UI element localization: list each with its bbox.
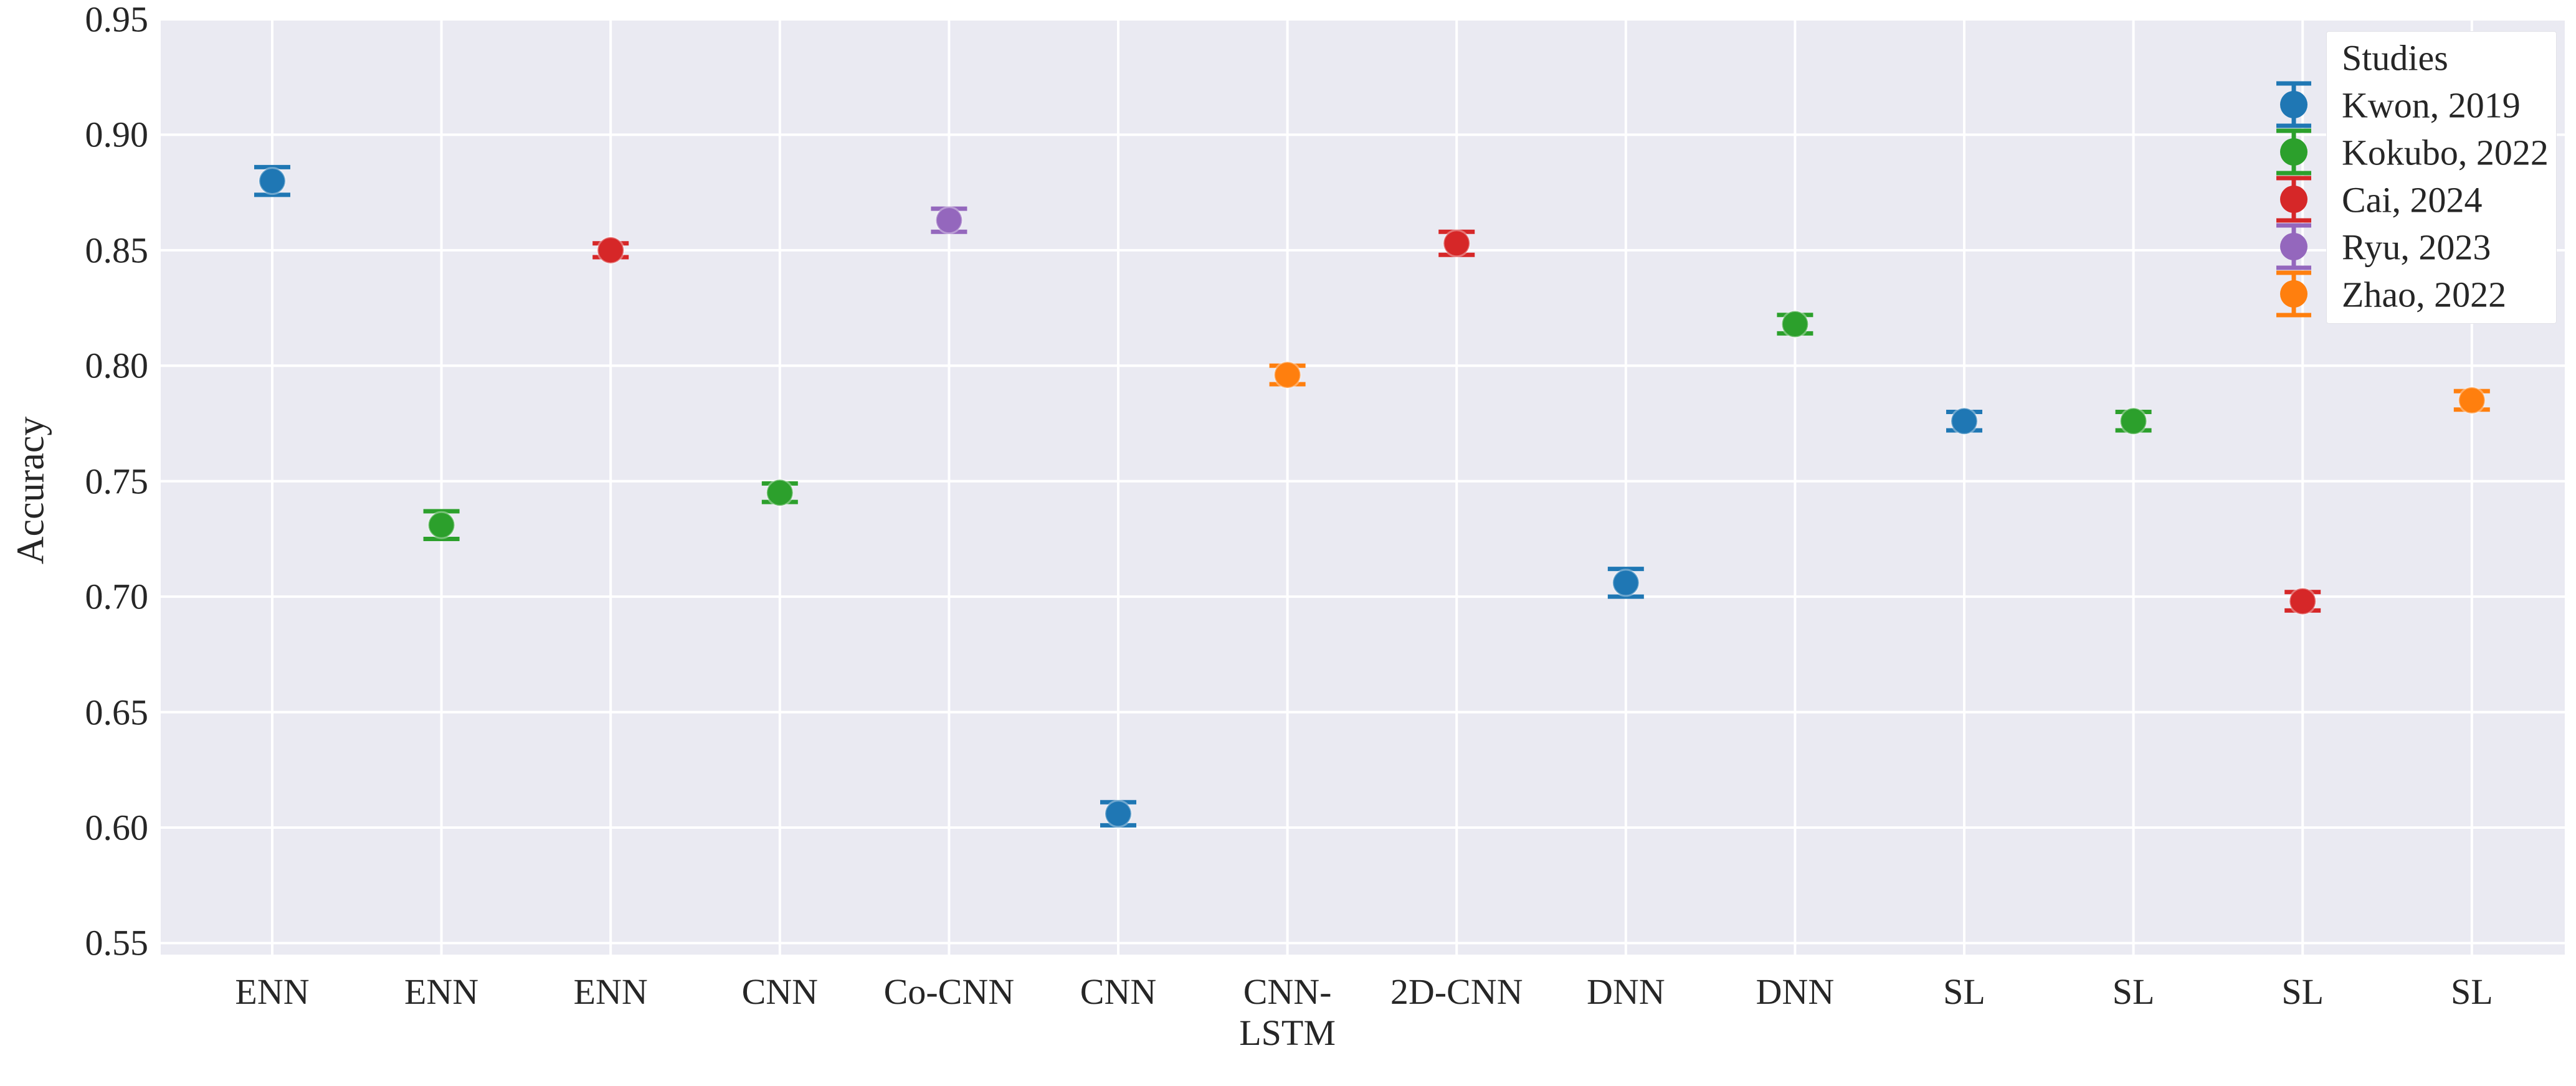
xtick-label: SL [2281, 971, 2324, 1012]
legend-entry-label: Cai, 2024 [2342, 179, 2483, 220]
xtick-label: Co-CNN [883, 971, 1015, 1012]
ytick-label: 0.65 [85, 692, 149, 733]
xtick-label: ENN [573, 971, 648, 1012]
xtick-label: 2D-CNN [1390, 971, 1523, 1012]
ytick-label: 0.90 [85, 114, 149, 155]
data-point [596, 236, 625, 265]
xtick-label: CNN- LSTM [1239, 971, 1336, 1053]
xtick-label: SL [1943, 971, 1985, 1012]
data-point [1442, 229, 1471, 258]
ytick-label: 0.70 [85, 576, 149, 617]
data-point [766, 478, 794, 507]
data-point [1273, 361, 1302, 389]
data-point [1950, 407, 1979, 435]
legend-entry-label: Ryu, 2023 [2342, 227, 2491, 268]
data-point [1780, 310, 1809, 339]
ytick-label: 0.75 [85, 461, 149, 502]
ytick-label: 0.95 [85, 0, 149, 40]
ytick-label: 0.55 [85, 922, 149, 963]
data-point [2119, 407, 2148, 435]
legend-box: Studies Kwon, 2019 Kokubo, 2022 Cai, 2024 R… [2326, 31, 2557, 324]
xtick-label: ENN [404, 971, 479, 1012]
ytick-label: 0.80 [85, 345, 149, 386]
legend-entry-label: Kwon, 2019 [2342, 85, 2521, 126]
plot-area [161, 19, 2565, 955]
ytick-label: 0.60 [85, 807, 149, 848]
legend-entry-label: Kokubo, 2022 [2342, 132, 2549, 173]
ytick-label: 0.85 [85, 230, 149, 271]
xtick-label: SL [2112, 971, 2155, 1012]
xtick-label: CNN [741, 971, 819, 1012]
data-point [934, 206, 963, 235]
data-point [1612, 569, 1640, 597]
xtick-label: SL [2450, 971, 2493, 1012]
data-point [258, 167, 287, 196]
scatter-plot-canvas [161, 19, 2565, 955]
data-point [2458, 386, 2486, 415]
xtick-label: ENN [235, 971, 310, 1012]
legend-title: Studies [2342, 37, 2448, 78]
data-point [1104, 800, 1133, 828]
legend-entry-label: Zhao, 2022 [2342, 274, 2507, 315]
xtick-label: DNN [1756, 971, 1835, 1012]
data-point [2288, 587, 2317, 616]
xtick-label: CNN [1080, 971, 1157, 1012]
data-point [427, 511, 456, 539]
xtick-label: DNN [1586, 971, 1665, 1012]
